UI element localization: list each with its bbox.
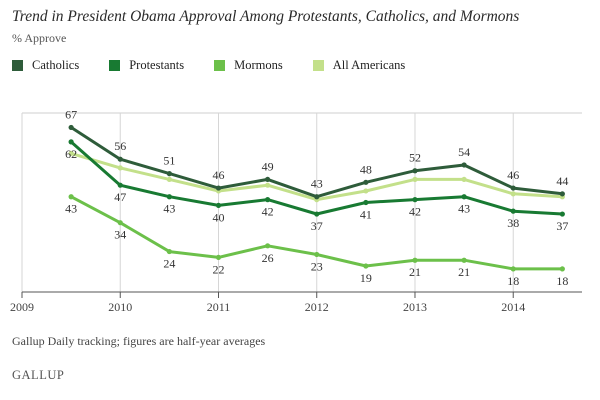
x-tick-label-2012: 2012 [305, 300, 329, 314]
data-label-mormons-2: 24 [163, 257, 175, 271]
data-point-protestants-8 [461, 194, 467, 200]
data-label-catholics-4: 49 [262, 159, 274, 173]
data-point-mormons-6 [363, 263, 369, 269]
data-point-protestants-5 [314, 211, 320, 217]
x-tick-label-2013: 2013 [403, 300, 427, 314]
data-label-catholics-2: 51 [163, 154, 175, 168]
x-tick-label-2014: 2014 [501, 300, 525, 314]
data-label-protestants-8: 43 [458, 202, 470, 216]
legend-label-all-americans: All Americans [332, 57, 406, 72]
data-point-all-americans-8 [461, 176, 467, 183]
data-point-all-americans-7 [412, 176, 418, 183]
x-tick-label-2010: 2010 [108, 300, 132, 314]
data-point-catholics-7 [412, 168, 418, 174]
data-label-protestants-2: 43 [163, 202, 175, 216]
legend-swatch-mormons [214, 59, 226, 71]
data-point-protestants-0 [68, 139, 74, 145]
data-point-catholics-3 [215, 185, 222, 191]
data-label-protestants-4: 42 [262, 205, 274, 219]
data-label-protestants-3: 40 [212, 210, 224, 224]
data-point-catholics-4 [265, 176, 271, 183]
data-point-all-americans-1 [117, 165, 123, 171]
data-label-protestants-7: 42 [409, 205, 421, 219]
chart-footnote: Gallup Daily tracking; figures are half-… [12, 334, 266, 348]
x-tick-label-2009: 2009 [10, 300, 34, 314]
data-point-protestants-1 [117, 182, 123, 188]
legend: Catholics Protestants Mormons All Americ… [12, 56, 435, 74]
data-point-mormons-4 [265, 243, 271, 249]
legend-item-mormons: Mormons [214, 58, 283, 73]
data-point-catholics-0 [68, 124, 74, 131]
data-label-protestants-6: 41 [360, 208, 372, 222]
data-point-mormons-3 [215, 254, 222, 260]
data-label-mormons-7: 21 [409, 265, 421, 279]
data-label-mormons-6: 19 [360, 271, 372, 285]
data-label-protestants-0: 62 [65, 147, 77, 161]
data-point-catholics-10 [559, 191, 565, 197]
data-point-protestants-2 [166, 194, 172, 200]
data-label-mormons-4: 26 [262, 251, 274, 265]
data-label-mormons-1: 34 [114, 228, 126, 242]
data-point-mormons-5 [314, 251, 320, 258]
data-label-protestants-10: 37 [556, 219, 568, 233]
data-point-protestants-6 [363, 199, 369, 206]
x-tick-label-2011: 2011 [207, 300, 231, 314]
legend-item-catholics: Catholics [12, 58, 79, 73]
data-label-mormons-9: 18 [507, 274, 519, 288]
data-point-mormons-9 [510, 266, 516, 272]
data-point-all-americans-6 [363, 188, 369, 194]
data-point-catholics-1 [117, 156, 123, 162]
chart-title: Trend in President Obama Approval Among … [12, 8, 520, 25]
data-label-mormons-10: 18 [556, 274, 568, 288]
legend-label-mormons: Mormons [234, 57, 283, 72]
legend-label-protestants: Protestants [129, 57, 185, 72]
legend-swatch-all-americans [312, 59, 324, 71]
data-point-protestants-9 [510, 208, 516, 214]
data-label-catholics-8: 54 [458, 145, 470, 159]
data-label-catholics-0: 67 [65, 107, 77, 121]
data-point-protestants-7 [412, 197, 418, 203]
data-label-catholics-3: 46 [212, 168, 224, 182]
data-point-protestants-4 [265, 197, 271, 203]
data-point-catholics-9 [510, 185, 516, 191]
data-point-all-americans-0 [68, 150, 74, 157]
legend-item-all-americans: All Americans [312, 57, 406, 73]
data-point-all-americans-2 [166, 176, 172, 183]
data-label-catholics-7: 52 [409, 151, 421, 165]
data-point-catholics-6 [363, 179, 369, 185]
data-label-mormons-3: 22 [212, 262, 224, 276]
data-point-all-americans-9 [510, 191, 516, 197]
legend-swatch-protestants [109, 59, 121, 71]
data-label-protestants-9: 38 [507, 216, 519, 230]
data-point-catholics-5 [314, 194, 320, 200]
data-label-catholics-6: 48 [360, 162, 372, 176]
data-point-mormons-10 [559, 266, 565, 272]
data-point-protestants-3 [215, 202, 222, 208]
legend-swatch-catholics [12, 59, 23, 71]
legend-label-catholics: Catholics [32, 57, 80, 72]
data-point-catholics-8 [461, 162, 467, 168]
data-point-catholics-2 [166, 171, 172, 177]
legend-item-protestants: Protestants [109, 58, 184, 73]
data-label-catholics-1: 56 [114, 139, 126, 153]
data-label-mormons-8: 21 [458, 265, 470, 279]
data-point-protestants-10 [559, 211, 565, 217]
gallup-logo: GALLUP [12, 368, 65, 382]
data-point-all-americans-4 [265, 182, 271, 188]
data-label-catholics-10: 44 [556, 174, 568, 188]
data-point-mormons-8 [461, 257, 467, 263]
data-point-mormons-7 [412, 257, 418, 263]
data-label-mormons-0: 43 [65, 202, 77, 216]
data-point-mormons-0 [68, 194, 74, 200]
data-point-mormons-1 [117, 220, 123, 226]
data-label-protestants-5: 37 [311, 219, 323, 233]
data-label-catholics-9: 46 [507, 168, 519, 182]
data-label-protestants-1: 47 [114, 190, 126, 204]
data-label-catholics-5: 43 [311, 177, 323, 191]
data-point-mormons-2 [166, 248, 172, 255]
y-axis-label: % Approve [12, 31, 67, 45]
data-label-mormons-5: 23 [311, 259, 323, 273]
